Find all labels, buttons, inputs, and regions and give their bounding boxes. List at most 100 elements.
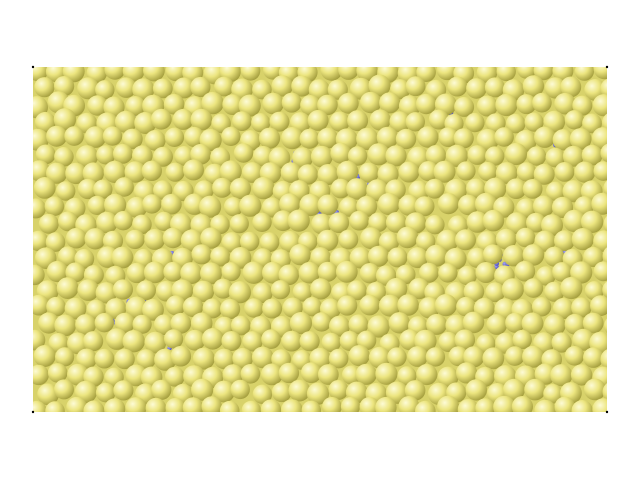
large-particle xyxy=(475,262,497,283)
large-particle xyxy=(347,146,368,166)
large-particle xyxy=(184,329,206,351)
large-particle xyxy=(505,113,526,134)
large-particle xyxy=(322,396,342,412)
large-particle xyxy=(67,363,89,386)
large-particle xyxy=(485,146,505,166)
large-particle xyxy=(474,192,498,215)
large-particle xyxy=(534,363,556,385)
large-particle xyxy=(581,144,603,166)
large-particle xyxy=(425,145,447,166)
large-particle xyxy=(407,247,428,269)
large-particle xyxy=(339,197,359,217)
large-particle xyxy=(346,280,367,301)
large-particle xyxy=(398,95,421,117)
large-particle xyxy=(163,261,184,282)
large-particle xyxy=(65,262,86,283)
corner-marker-top-right xyxy=(605,65,609,69)
large-particle xyxy=(219,160,242,183)
large-particle xyxy=(58,211,78,232)
large-particle xyxy=(144,331,167,354)
large-particle xyxy=(34,77,55,98)
large-particle xyxy=(563,209,586,233)
large-particle xyxy=(66,396,88,412)
large-particle xyxy=(183,159,204,181)
large-particle xyxy=(102,230,124,251)
large-particle xyxy=(516,94,537,115)
large-particle xyxy=(287,209,310,232)
large-particle xyxy=(47,363,68,383)
large-particle xyxy=(424,178,445,199)
large-particle xyxy=(454,329,476,351)
large-particle xyxy=(114,110,137,133)
large-particle xyxy=(512,329,532,350)
large-particle xyxy=(54,314,77,337)
large-particle xyxy=(242,331,263,352)
large-particle xyxy=(262,261,284,284)
large-particle xyxy=(603,215,607,233)
large-particle xyxy=(252,145,274,167)
large-particle xyxy=(232,347,254,369)
large-particle xyxy=(593,230,607,252)
large-particle xyxy=(467,145,488,165)
large-particle xyxy=(377,163,399,185)
large-particle xyxy=(593,161,607,181)
large-particle xyxy=(242,261,265,284)
large-particle xyxy=(104,398,126,412)
large-particle xyxy=(416,363,438,386)
large-particle xyxy=(33,294,50,316)
large-particle xyxy=(230,315,251,336)
large-particle xyxy=(262,298,283,319)
large-particle xyxy=(367,315,390,338)
large-particle xyxy=(447,76,468,97)
large-particle xyxy=(465,379,487,401)
large-particle xyxy=(398,161,420,183)
large-particle xyxy=(367,245,389,267)
large-particle xyxy=(230,379,250,400)
large-particle xyxy=(288,379,311,402)
large-particle xyxy=(414,196,435,217)
large-particle xyxy=(163,93,185,115)
large-particle xyxy=(299,331,320,352)
large-particle xyxy=(417,126,439,148)
large-particle xyxy=(259,232,280,253)
large-particle xyxy=(524,112,544,132)
large-particle xyxy=(425,244,448,267)
large-particle xyxy=(437,366,459,388)
large-particle xyxy=(153,314,175,336)
large-particle xyxy=(355,363,377,385)
large-particle xyxy=(554,230,575,252)
large-particle xyxy=(252,384,273,404)
large-particle xyxy=(38,312,60,334)
large-particle xyxy=(445,144,468,167)
large-particle xyxy=(504,142,528,166)
large-particle xyxy=(182,397,204,412)
large-particle xyxy=(228,281,251,304)
large-particle xyxy=(239,231,260,252)
large-particle xyxy=(463,281,485,302)
large-particle xyxy=(77,178,99,200)
large-particle xyxy=(83,400,105,412)
large-particle xyxy=(56,277,79,299)
large-particle xyxy=(395,128,417,150)
large-particle xyxy=(532,92,552,113)
large-particle xyxy=(298,261,321,284)
large-particle xyxy=(190,143,212,165)
large-particle xyxy=(348,345,370,367)
corner-markers xyxy=(31,65,609,414)
large-particle xyxy=(44,196,65,216)
large-particle xyxy=(554,92,576,115)
large-particle xyxy=(338,229,359,250)
large-particle xyxy=(552,129,574,151)
large-particle xyxy=(271,382,292,403)
large-particle xyxy=(33,160,50,182)
large-particle xyxy=(200,262,222,285)
large-particle xyxy=(437,395,460,412)
large-particle xyxy=(571,228,594,251)
large-particle xyxy=(523,278,544,298)
large-particle xyxy=(132,78,155,101)
large-particle xyxy=(550,364,573,387)
large-particle xyxy=(64,297,87,320)
large-particle xyxy=(125,397,147,412)
large-particle xyxy=(329,315,350,337)
large-particle xyxy=(387,347,407,367)
